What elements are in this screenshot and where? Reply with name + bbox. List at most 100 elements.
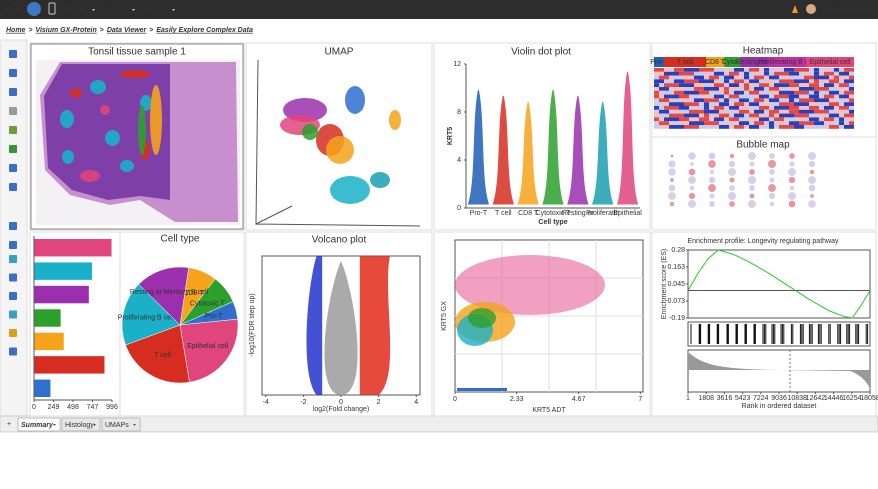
heatmap-cell [809,87,814,91]
tool-button[interactable] [9,164,17,172]
tool-button[interactable] [9,69,17,77]
heatmap-cell [834,94,839,99]
heatmap-cell [709,117,714,122]
heatmap-cell [774,75,779,80]
heatmap-cell [824,113,829,118]
y-axis-label: Enrichment score (ES) [661,249,668,319]
x-tick-label: 249 [48,404,60,411]
user-name[interactable]: Alex Rutkovsky [822,7,870,14]
heatmap-cell [819,94,824,99]
heatmap-cell [654,121,659,125]
heatmap-cell [779,94,784,99]
heatmap-cell [719,113,724,118]
heatmap-cell [669,125,674,129]
tool-button[interactable] [9,222,17,230]
heatmap-cell [849,109,854,114]
heatmap-cell [729,94,734,99]
heatmap-cell [789,90,794,95]
heatmap-cell [789,71,794,76]
heatmap-cell [759,68,764,72]
nav-menu[interactable]: Projects [104,7,130,14]
heatmap-cell [739,117,744,122]
add-tab[interactable]: + [7,421,11,428]
heatmap-cell [674,117,679,122]
bubble [708,176,716,184]
nav-menu[interactable]: Queue [64,7,85,14]
heatmap-cell [739,98,744,103]
tool-button[interactable] [9,329,17,337]
heatmap-cell [784,71,789,76]
heatmap-cell [694,71,699,76]
tool-button[interactable] [9,273,17,282]
tab[interactable] [17,417,61,432]
pie-label: CD8 T [184,290,205,297]
heatmap-cell [804,98,809,103]
heatmap-cell [709,98,714,103]
tool-button[interactable] [9,145,17,153]
bar [34,356,105,374]
breadcrumb-sep: > [149,27,153,34]
tool-button[interactable] [9,310,17,319]
heatmap-cell [804,87,809,91]
bar [34,332,64,351]
breadcrumb-link[interactable]: Home [6,27,26,34]
bubble [748,200,756,208]
tool-button[interactable] [9,88,17,96]
breadcrumb-link[interactable]: Easily Explore Complex Data [156,27,253,34]
bubble [668,168,676,176]
x-tick-label: 3616 [717,395,733,402]
heatmap-cell [694,98,699,103]
bubble [668,160,676,168]
tool-button[interactable] [9,183,17,191]
heatmap-cell [844,87,849,91]
heatmap-cell [799,90,804,95]
heatmap-cell [694,75,699,80]
heatmap-cell [839,113,844,118]
heatmap-cell [694,90,699,95]
tool-button[interactable] [9,50,17,58]
x-axis-label: Cell type [538,219,567,226]
heatmap-cell [794,94,799,99]
tool-button[interactable] [9,255,17,263]
tab-label: Summary [21,422,54,429]
tissue-cluster [120,160,134,172]
heatmap-cell [744,90,749,95]
heatmap-cell [689,94,694,99]
bubble [769,201,775,207]
tool-button[interactable] [9,241,17,249]
tab[interactable] [61,417,101,432]
breadcrumb-link[interactable]: Visium GX-Protein [36,27,97,34]
heatmap-cell [689,98,694,103]
breadcrumb-link[interactable]: Data Viewer [107,27,148,34]
heatmap-cell [749,79,754,84]
heatmap-cell [769,125,774,129]
heatmap-cell [784,117,789,122]
heatmap-cell [709,106,714,110]
bubble [668,184,676,192]
heatmap-cell [824,68,829,72]
tool-button[interactable] [9,107,17,115]
tab[interactable] [101,417,141,432]
tissue-cluster [62,150,74,164]
heatmap-cell [724,125,729,129]
heatmap-cell [834,102,839,106]
x-axis-label: log2(Fold change) [313,406,369,413]
tool-button[interactable] [9,126,17,134]
panel-title: Heatmap [743,46,784,57]
heatmap-cell [794,113,799,118]
down-regulated [306,256,323,395]
tool-button[interactable] [9,292,17,300]
heatmap-cell [819,90,824,95]
heatmap-cell [714,121,719,125]
heatmap-cell [729,98,734,103]
bubble [769,169,775,175]
nav-menu[interactable]: Help [144,7,159,14]
heatmap-cell [844,71,849,76]
x-tick-label: 7224 [753,395,769,402]
heatmap-cell [714,109,719,114]
heatmap-cell [694,87,699,91]
heatmap-cell [834,98,839,103]
tool-button[interactable] [9,347,17,356]
heatmap-cell [769,109,774,114]
bubble [688,200,696,208]
